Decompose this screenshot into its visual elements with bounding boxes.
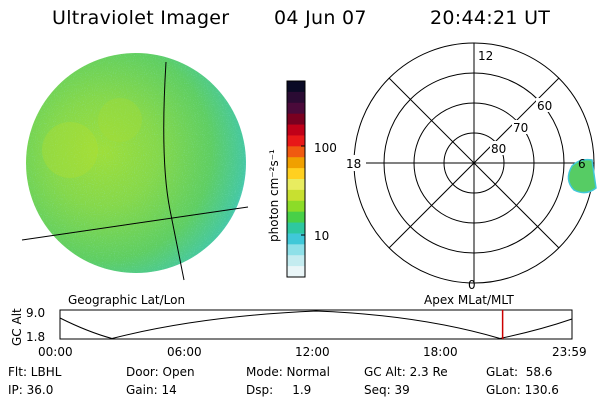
colorbar-segment bbox=[287, 168, 305, 180]
aurora-patch bbox=[567, 158, 597, 194]
colorbar-segment bbox=[287, 124, 305, 136]
colorbar-unit-label: photon cm⁻²s⁻¹ bbox=[267, 149, 281, 242]
colorbar-segment bbox=[287, 135, 305, 147]
timeline-right-title: Apex MLat/MLT bbox=[424, 293, 514, 307]
instrument-title: Ultraviolet Imager bbox=[52, 7, 230, 29]
info-gc-alt: GC Alt: 2.3 Re bbox=[364, 365, 448, 379]
header-time: 20:44:21 UT bbox=[430, 7, 551, 29]
header-date: 04 Jun 07 bbox=[274, 7, 367, 29]
lat-label-80: 80 bbox=[491, 142, 506, 156]
colorbar-segment bbox=[287, 113, 305, 126]
y-tick-9: 9.0 bbox=[26, 306, 46, 320]
colorbar-segment bbox=[287, 266, 305, 278]
colorbar-segment bbox=[287, 81, 305, 93]
polar-label-18: 18 bbox=[346, 157, 361, 171]
colorbar-tick-10: 10 bbox=[314, 229, 330, 243]
longitude-line bbox=[163, 61, 185, 281]
colorbar-segment bbox=[287, 222, 305, 234]
colorbar-segment bbox=[287, 211, 305, 224]
polar-label-0: 0 bbox=[468, 278, 476, 290]
info-glat: GLat: 58.6 bbox=[486, 365, 553, 379]
info-glon: GLon: 130.6 bbox=[486, 383, 559, 397]
uv-image bbox=[21, 53, 249, 281]
polar-label-6: 6 bbox=[578, 157, 586, 171]
info-dsp: Dsp: 1.9 bbox=[246, 383, 312, 397]
timeline-plot bbox=[59, 309, 573, 340]
x-tick-0600: 06:00 bbox=[167, 345, 202, 359]
polar-plot: 12 18 6 0 60 70 80 bbox=[344, 42, 597, 290]
info-ip: IP: 36.0 bbox=[8, 383, 54, 397]
colorbar-segment bbox=[287, 91, 305, 104]
timeline-left-title: Geographic Lat/Lon bbox=[68, 293, 186, 307]
info-gain: Gain: 14 bbox=[126, 383, 177, 397]
colorbar-label: photon cm⁻²s⁻¹ bbox=[267, 149, 281, 242]
gc-alt-axis-label: GC Alt bbox=[10, 308, 24, 346]
y-axis-label: GC Alt bbox=[10, 308, 24, 346]
info-filter: Flt: LBHL bbox=[8, 365, 62, 379]
colorbar-segment bbox=[287, 189, 305, 202]
info-mode: Mode: Normal bbox=[246, 365, 330, 379]
colorbar-segment bbox=[287, 255, 305, 267]
colorbar-segment bbox=[287, 233, 305, 245]
x-tick-1800: 18:00 bbox=[423, 345, 458, 359]
y-tick-1-8: 1.8 bbox=[26, 330, 46, 344]
colorbar-segment bbox=[287, 179, 305, 191]
colorbar-tick-100: 100 bbox=[314, 141, 337, 155]
x-tick-2359: 23:59 bbox=[552, 345, 587, 359]
colorbar-segment bbox=[287, 244, 305, 256]
latitude-line bbox=[21, 206, 249, 241]
colorbar-segment bbox=[287, 146, 305, 158]
altitude-curve bbox=[59, 310, 573, 340]
x-tick-1200: 12:00 bbox=[295, 345, 330, 359]
colorbar-segment bbox=[287, 157, 305, 169]
lat-label-60: 60 bbox=[537, 99, 552, 113]
info-door: Door: Open bbox=[126, 365, 195, 379]
colorbar-segment bbox=[287, 200, 305, 213]
colorbar-segment bbox=[287, 102, 305, 115]
polar-label-12: 12 bbox=[478, 49, 493, 63]
x-tick-0000: 00:00 bbox=[38, 345, 73, 359]
info-seq: Seq: 39 bbox=[364, 383, 410, 397]
colorbar bbox=[286, 80, 306, 278]
lat-label-70: 70 bbox=[513, 121, 528, 135]
